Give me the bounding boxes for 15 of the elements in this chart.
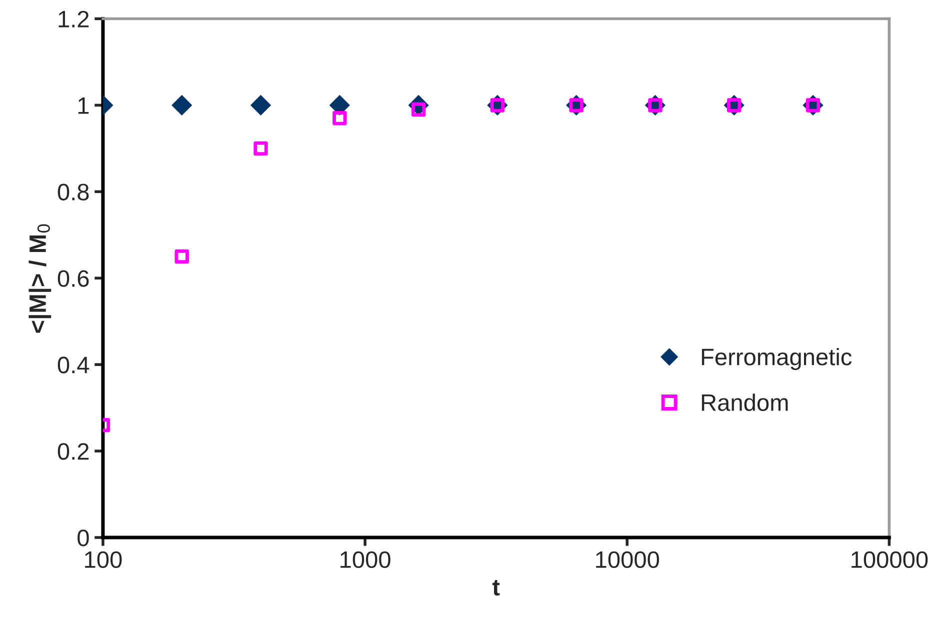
y-tick-label: 0.6 (58, 270, 89, 287)
x-tick-label: 100 (85, 551, 122, 568)
legend-label: Ferromagnetic (702, 348, 852, 370)
y-tick-label: 1.2 (58, 10, 89, 28)
x-tick-label: 100000 (852, 551, 928, 568)
x-axis-title: t (492, 580, 500, 596)
x-tick-label: 10000 (596, 551, 660, 568)
y-axis-title: <|M|> / M$_{0}$ (28, 224, 52, 333)
y-tick-label: 0.2 (58, 443, 89, 460)
legend-label: Random (702, 394, 788, 412)
y-tick-label: 1 (78, 98, 89, 114)
y-tick-label: 0.8 (58, 184, 89, 200)
y-tick-label: 0 (78, 530, 89, 546)
y-tick-label: 0.4 (58, 356, 90, 374)
x-tick-label: 1000 (340, 551, 390, 568)
